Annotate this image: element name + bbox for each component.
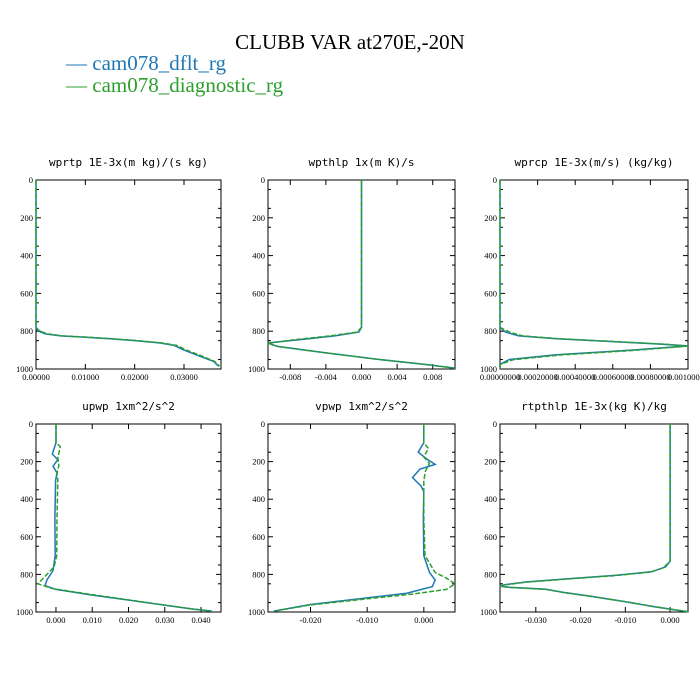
y-tick-label: 600 xyxy=(252,532,265,542)
y-tick-label: 0 xyxy=(29,419,33,429)
x-tick-label: 0.02000 xyxy=(121,372,149,382)
x-tick-label: 0.004 xyxy=(388,372,408,382)
series-line-diagnostic xyxy=(267,180,456,369)
x-tick-label: -0.030 xyxy=(525,615,547,625)
panel-title: wpthlp 1x(m K)/s xyxy=(309,156,415,169)
panel-title: upwp 1xm^2/s^2 xyxy=(82,400,175,413)
x-tick-label: 0.000 xyxy=(414,615,433,625)
y-tick-label: 400 xyxy=(484,494,497,504)
y-tick-label: 200 xyxy=(20,213,33,223)
y-tick-label: 400 xyxy=(484,251,497,261)
x-tick-label: 0.00000 xyxy=(22,372,50,382)
x-tick-label: 0.00000000 xyxy=(480,372,520,382)
y-tick-label: 400 xyxy=(20,494,33,504)
series-line-diagnostic xyxy=(273,424,457,612)
panel-2: wpthlp 1x(m K)/s 0 200 400 600 800 1000 -0.008 -… xyxy=(248,156,456,382)
y-tick-label: 0 xyxy=(261,175,265,185)
legend-entry-diagnostic: — cam078_diagnostic_rg xyxy=(66,73,284,97)
x-tick-label: -0.008 xyxy=(279,372,301,382)
y-tick-label: 0 xyxy=(493,175,497,185)
y-tick-label: 200 xyxy=(20,457,33,467)
x-tick-label: 0.000 xyxy=(352,372,371,382)
y-tick-label: 1000 xyxy=(16,607,33,617)
series-line-dflt xyxy=(273,424,437,612)
y-tick-label: 1000 xyxy=(480,607,497,617)
y-tick-label: 1000 xyxy=(16,364,33,374)
series-line-dflt xyxy=(35,180,220,367)
y-tick-label: 600 xyxy=(484,532,497,542)
panel-3: wprcp 1E-3x(m/s) (kg/kg) 0 200 400 600 800 100… xyxy=(480,156,700,382)
legend-entry-dflt: — cam078_dflt_rg xyxy=(66,51,227,75)
y-tick-label: 1000 xyxy=(248,607,265,617)
y-tick-label: 400 xyxy=(20,251,33,261)
x-tick-label: 0.00100000 xyxy=(668,372,700,382)
chart-title: CLUBB VAR at270E,-20N xyxy=(235,30,465,54)
y-tick-label: 800 xyxy=(20,569,33,579)
series-line-dflt xyxy=(499,424,689,613)
panel-title: wprcp 1E-3x(m/s) (kg/kg) xyxy=(515,156,674,169)
panel-6: rtpthlp 1E-3x(kg K)/kg 0 200 400 600 800 1000 -… xyxy=(480,400,689,625)
y-tick-label: 800 xyxy=(484,326,497,336)
x-tick-label: 0.030 xyxy=(155,615,174,625)
x-tick-label: -0.010 xyxy=(614,615,636,625)
y-tick-label: 800 xyxy=(252,326,265,336)
series-line-dflt xyxy=(44,424,212,612)
x-tick-label: -0.004 xyxy=(315,372,338,382)
y-tick-label: 200 xyxy=(484,457,497,467)
y-tick-label: 600 xyxy=(20,288,33,298)
y-tick-label: 600 xyxy=(20,532,33,542)
y-tick-label: 600 xyxy=(252,288,265,298)
y-tick-label: 0 xyxy=(261,419,265,429)
y-tick-label: 200 xyxy=(252,457,265,467)
x-tick-label: 0.00060000 xyxy=(593,372,633,382)
x-tick-label: 0.00040000 xyxy=(555,372,595,382)
x-tick-label: -0.010 xyxy=(356,615,378,625)
y-tick-label: 800 xyxy=(484,569,497,579)
y-tick-label: 200 xyxy=(252,213,265,223)
y-tick-label: 800 xyxy=(20,326,33,336)
x-tick-label: 0.000 xyxy=(46,615,65,625)
x-tick-label: 0.03000 xyxy=(170,372,198,382)
x-tick-label: 0.008 xyxy=(423,372,442,382)
panel-title: wprtp 1E-3x(m kg)/(s kg) xyxy=(49,156,208,169)
plot-frame xyxy=(267,423,456,613)
panel-title: rtpthlp 1E-3x(kg K)/kg xyxy=(521,400,667,413)
y-tick-label: 0 xyxy=(29,175,33,185)
x-tick-label: 0.01000 xyxy=(72,372,100,382)
x-tick-label: 0.010 xyxy=(83,615,102,625)
x-tick-label: -0.020 xyxy=(300,615,322,625)
panel-title: vpwp 1xm^2/s^2 xyxy=(315,400,408,413)
x-tick-label: 0.000 xyxy=(661,615,680,625)
y-tick-label: 400 xyxy=(252,494,265,504)
series-line-dflt xyxy=(499,180,689,369)
series-line-diagnostic xyxy=(36,424,212,612)
plot-frame xyxy=(35,423,222,613)
y-tick-label: 800 xyxy=(252,569,265,579)
plot-frame xyxy=(499,423,689,613)
series-line-diagnostic xyxy=(499,180,689,369)
y-tick-label: 0 xyxy=(493,419,497,429)
panel-5: vpwp 1xm^2/s^2 0 200 400 600 800 1000 -0.020 -0.… xyxy=(248,400,457,625)
y-tick-label: 1000 xyxy=(248,364,265,374)
y-tick-label: 200 xyxy=(484,213,497,223)
series-line-diagnostic xyxy=(499,424,689,613)
y-tick-label: 400 xyxy=(252,251,265,261)
y-tick-label: 600 xyxy=(484,288,497,298)
x-tick-label: 0.00020000 xyxy=(517,372,557,382)
x-tick-label: 0.020 xyxy=(119,615,138,625)
x-tick-label: 0.040 xyxy=(191,615,210,625)
x-tick-label: 0.00080000 xyxy=(630,372,670,382)
x-tick-label: -0.020 xyxy=(570,615,592,625)
panel-1: wprtp 1E-3x(m kg)/(s kg) 0 200 400 600 800 100… xyxy=(16,156,222,382)
panel-4: upwp 1xm^2/s^2 0 200 400 600 800 1000 0.000 0.01… xyxy=(16,400,222,625)
y-tick-label: 1000 xyxy=(480,364,497,374)
series-line-diagnostic xyxy=(35,180,221,367)
